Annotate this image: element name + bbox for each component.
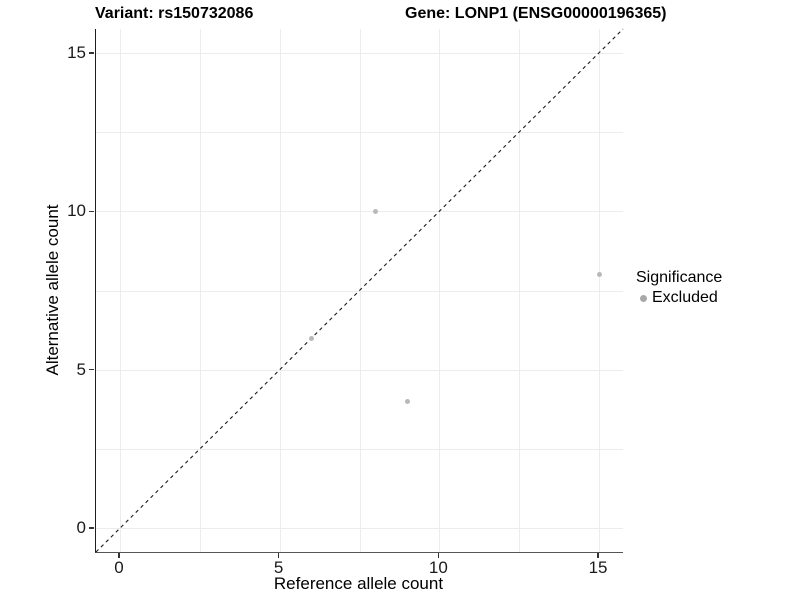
y-axis-tick-label: 5 bbox=[76, 359, 86, 379]
gridline-horizontal bbox=[96, 211, 623, 213]
gridline-horizontal bbox=[96, 132, 623, 133]
data-point bbox=[309, 335, 315, 341]
identity-dashed-line bbox=[95, 28, 624, 553]
plot-panel bbox=[95, 28, 624, 553]
data-point bbox=[372, 208, 378, 214]
x-axis-tick-label: 5 bbox=[273, 558, 284, 577]
x-axis-tick-label: 10 bbox=[428, 558, 448, 577]
data-point bbox=[596, 272, 602, 278]
x-axis-tick-mark bbox=[118, 553, 120, 558]
legend-item-label: Excluded bbox=[652, 289, 718, 306]
y-axis-tick-mark bbox=[89, 210, 94, 212]
data-point bbox=[404, 398, 410, 404]
legend-key-dot-icon bbox=[640, 294, 647, 302]
x-axis-tick-mark bbox=[597, 553, 599, 558]
gridline-horizontal bbox=[96, 290, 623, 292]
x-axis-tick-mark bbox=[277, 553, 280, 558]
gridline-horizontal bbox=[96, 448, 623, 450]
gridline-horizontal bbox=[96, 369, 623, 371]
x-axis-tick-label: 15 bbox=[588, 558, 608, 577]
gridline-horizontal bbox=[96, 52, 623, 54]
gene-title: Gene: LONP1 (ENSG00000196365) bbox=[405, 5, 667, 22]
y-axis-tick-mark bbox=[89, 527, 94, 529]
y-axis-tick-label: 15 bbox=[67, 42, 86, 62]
variant-title: Variant: rs150732086 bbox=[95, 5, 254, 22]
x-axis-label: Reference allele count bbox=[273, 574, 444, 593]
y-axis-tick-label: 0 bbox=[76, 518, 86, 538]
legend: Significance Excluded bbox=[636, 268, 722, 307]
x-axis-tick-label: 0 bbox=[114, 558, 124, 577]
gridline-horizontal bbox=[96, 528, 623, 530]
x-axis-tick-mark bbox=[437, 553, 440, 558]
y-axis-tick-mark bbox=[89, 368, 94, 371]
y-axis-tick-mark bbox=[89, 52, 94, 54]
y-axis-label: Alternative allele count bbox=[43, 204, 62, 376]
y-axis-tick-label: 10 bbox=[67, 201, 86, 221]
legend-title: Significance bbox=[636, 269, 723, 286]
legend-item-excluded: Excluded bbox=[636, 289, 722, 307]
